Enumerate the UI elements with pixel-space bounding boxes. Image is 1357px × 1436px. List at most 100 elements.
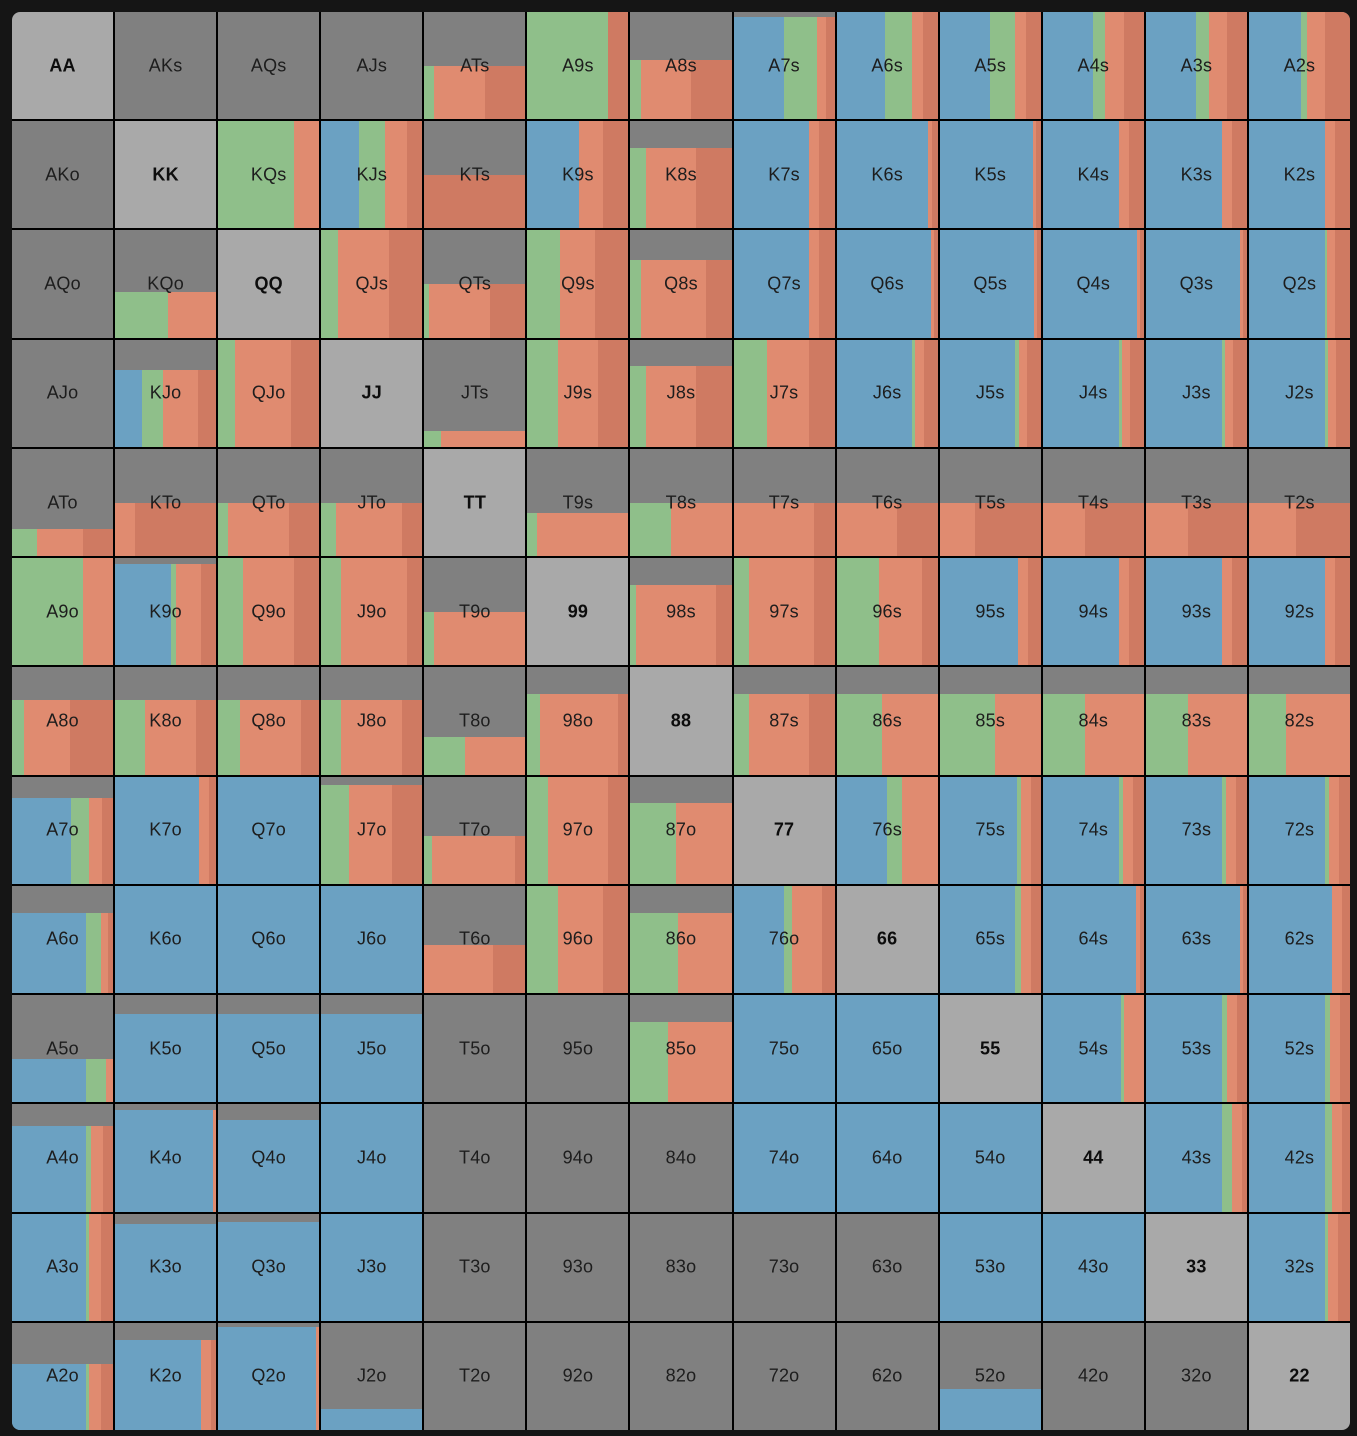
hand-cell-A9o[interactable]: A9o (12, 558, 114, 666)
hand-cell-53o[interactable]: 53o (939, 1213, 1041, 1321)
hand-cell-A4o[interactable]: A4o (12, 1104, 114, 1212)
hand-cell-52o[interactable]: 52o (939, 1322, 1041, 1430)
hand-cell-62o[interactable]: 62o (836, 1322, 938, 1430)
hand-cell-J7s[interactable]: J7s (733, 339, 835, 447)
hand-cell-93o[interactable]: 93o (527, 1213, 629, 1321)
hand-cell-K3s[interactable]: K3s (1145, 121, 1247, 229)
hand-cell-96o[interactable]: 96o (527, 885, 629, 994)
hand-cell-QQ[interactable]: QQ (218, 230, 320, 338)
hand-cell-JTs[interactable]: JTs (424, 339, 526, 447)
hand-cell-54o[interactable]: 54o (939, 1104, 1041, 1212)
hand-cell-T5o[interactable]: T5o (424, 995, 526, 1103)
hand-cell-55[interactable]: 55 (939, 995, 1041, 1103)
hand-cell-86o[interactable]: 86o (630, 885, 732, 994)
hand-cell-K2s[interactable]: K2s (1248, 121, 1350, 229)
hand-cell-A3o[interactable]: A3o (12, 1213, 114, 1321)
hand-cell-K3o[interactable]: K3o (115, 1213, 217, 1321)
hand-cell-33[interactable]: 33 (1145, 1213, 1247, 1321)
hand-cell-A3s[interactable]: A3s (1145, 12, 1247, 120)
hand-cell-J2s[interactable]: J2s (1248, 339, 1350, 447)
hand-cell-Q4s[interactable]: Q4s (1042, 230, 1144, 338)
hand-cell-J7o[interactable]: J7o (321, 776, 423, 884)
hand-cell-T2s[interactable]: T2s (1248, 448, 1350, 557)
hand-cell-53s[interactable]: 53s (1145, 995, 1247, 1103)
hand-cell-87s[interactable]: 87s (733, 667, 835, 775)
hand-cell-64o[interactable]: 64o (836, 1104, 938, 1212)
hand-cell-99[interactable]: 99 (527, 558, 629, 666)
hand-cell-QTo[interactable]: QTo (218, 448, 320, 557)
hand-cell-Q6o[interactable]: Q6o (218, 885, 320, 994)
hand-cell-95o[interactable]: 95o (527, 995, 629, 1103)
hand-cell-44[interactable]: 44 (1042, 1104, 1144, 1212)
hand-cell-A6s[interactable]: A6s (836, 12, 938, 120)
hand-cell-K5s[interactable]: K5s (939, 121, 1041, 229)
hand-cell-Q6s[interactable]: Q6s (836, 230, 938, 338)
hand-cell-K2o[interactable]: K2o (115, 1322, 217, 1430)
hand-cell-ATs[interactable]: ATs (424, 12, 526, 120)
hand-cell-AQs[interactable]: AQs (218, 12, 320, 120)
hand-cell-A9s[interactable]: A9s (527, 12, 629, 120)
hand-cell-73o[interactable]: 73o (733, 1213, 835, 1321)
hand-cell-Q2s[interactable]: Q2s (1248, 230, 1350, 338)
hand-cell-T8o[interactable]: T8o (424, 667, 526, 775)
hand-cell-76o[interactable]: 76o (733, 885, 835, 994)
hand-cell-K9s[interactable]: K9s (527, 121, 629, 229)
hand-cell-Q3o[interactable]: Q3o (218, 1213, 320, 1321)
hand-cell-K4s[interactable]: K4s (1042, 121, 1144, 229)
hand-cell-K4o[interactable]: K4o (115, 1104, 217, 1212)
hand-cell-AKs[interactable]: AKs (115, 12, 217, 120)
hand-cell-K5o[interactable]: K5o (115, 995, 217, 1103)
hand-cell-77[interactable]: 77 (733, 776, 835, 884)
hand-cell-52s[interactable]: 52s (1248, 995, 1350, 1103)
hand-cell-KQs[interactable]: KQs (218, 121, 320, 229)
hand-cell-93s[interactable]: 93s (1145, 558, 1247, 666)
hand-cell-T2o[interactable]: T2o (424, 1322, 526, 1430)
hand-cell-A7o[interactable]: A7o (12, 776, 114, 884)
hand-cell-Q7s[interactable]: Q7s (733, 230, 835, 338)
hand-cell-65o[interactable]: 65o (836, 995, 938, 1103)
hand-cell-J8o[interactable]: J8o (321, 667, 423, 775)
hand-cell-JJ[interactable]: JJ (321, 339, 423, 447)
hand-cell-82o[interactable]: 82o (630, 1322, 732, 1430)
hand-cell-AA[interactable]: AA (12, 12, 114, 120)
hand-cell-72o[interactable]: 72o (733, 1322, 835, 1430)
hand-cell-A2o[interactable]: A2o (12, 1322, 114, 1430)
hand-cell-J9s[interactable]: J9s (527, 339, 629, 447)
hand-cell-Q3s[interactable]: Q3s (1145, 230, 1247, 338)
hand-cell-T6o[interactable]: T6o (424, 885, 526, 994)
hand-cell-KTo[interactable]: KTo (115, 448, 217, 557)
hand-cell-83o[interactable]: 83o (630, 1213, 732, 1321)
hand-cell-K8o[interactable]: K8o (115, 667, 217, 775)
hand-cell-AQo[interactable]: AQo (12, 230, 114, 338)
hand-cell-KTs[interactable]: KTs (424, 121, 526, 229)
hand-cell-QJs[interactable]: QJs (321, 230, 423, 338)
hand-cell-J9o[interactable]: J9o (321, 558, 423, 666)
hand-cell-A7s[interactable]: A7s (733, 12, 835, 120)
hand-cell-J2o[interactable]: J2o (321, 1322, 423, 1430)
hand-cell-86s[interactable]: 86s (836, 667, 938, 775)
hand-cell-T7o[interactable]: T7o (424, 776, 526, 884)
hand-cell-43s[interactable]: 43s (1145, 1104, 1247, 1212)
hand-cell-KJo[interactable]: KJo (115, 339, 217, 447)
hand-cell-A2s[interactable]: A2s (1248, 12, 1350, 120)
hand-cell-87o[interactable]: 87o (630, 776, 732, 884)
hand-cell-42s[interactable]: 42s (1248, 1104, 1350, 1212)
hand-cell-A8o[interactable]: A8o (12, 667, 114, 775)
hand-cell-94o[interactable]: 94o (527, 1104, 629, 1212)
hand-cell-92o[interactable]: 92o (527, 1322, 629, 1430)
hand-cell-65s[interactable]: 65s (939, 885, 1041, 994)
hand-cell-K7o[interactable]: K7o (115, 776, 217, 884)
hand-cell-A5s[interactable]: A5s (939, 12, 1041, 120)
hand-cell-Q8s[interactable]: Q8s (630, 230, 732, 338)
hand-cell-J6s[interactable]: J6s (836, 339, 938, 447)
hand-cell-22[interactable]: 22 (1248, 1322, 1350, 1430)
hand-cell-QJo[interactable]: QJo (218, 339, 320, 447)
hand-cell-Q5o[interactable]: Q5o (218, 995, 320, 1103)
hand-cell-J4o[interactable]: J4o (321, 1104, 423, 1212)
hand-cell-ATo[interactable]: ATo (12, 448, 114, 557)
hand-cell-J8s[interactable]: J8s (630, 339, 732, 447)
hand-cell-JTo[interactable]: JTo (321, 448, 423, 557)
hand-cell-74s[interactable]: 74s (1042, 776, 1144, 884)
hand-cell-32o[interactable]: 32o (1145, 1322, 1247, 1430)
hand-cell-94s[interactable]: 94s (1042, 558, 1144, 666)
